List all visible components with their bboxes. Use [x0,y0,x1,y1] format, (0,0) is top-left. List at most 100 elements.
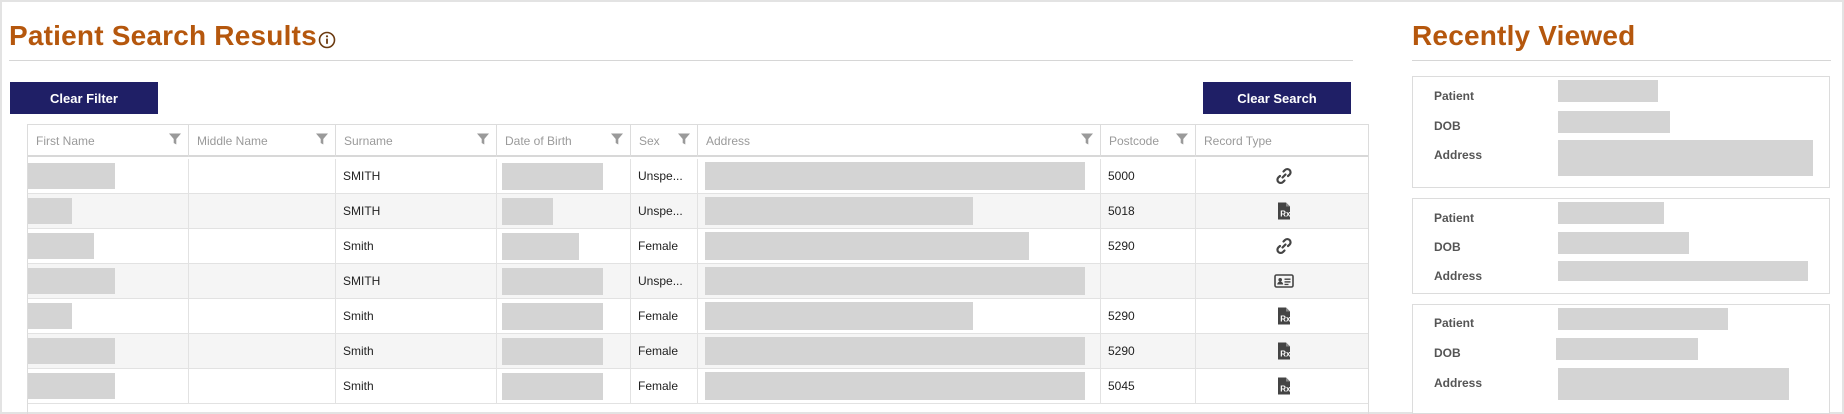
redacted-patient [1558,80,1658,102]
redacted-address [705,302,973,330]
cell-date-of-birth [497,299,631,333]
column-header-postcode[interactable]: Postcode [1101,125,1196,157]
surname-text: Smith [343,309,374,323]
redacted-first-name [28,198,72,224]
column-header-first-name[interactable]: First Name [28,125,189,157]
card-label-dob: DOB [1434,240,1461,254]
postcode-text: 5290 [1108,309,1135,323]
svg-text:Rx: Rx [1280,385,1291,394]
column-header-address[interactable]: Address [698,125,1101,157]
card-label-patient: Patient [1434,89,1475,103]
cell-address [698,369,1101,403]
card-label-dob: DOB [1434,346,1461,360]
title-divider [9,60,1353,61]
sex-text: Female [638,239,679,253]
recently-viewed-card[interactable]: Patient DOB Address [1412,304,1830,414]
redacted-first-name [28,338,115,364]
cell-first-name [28,264,189,298]
recently-viewed-card[interactable]: Patient DOB Address [1412,198,1830,294]
column-header-surname[interactable]: Surname [336,125,497,157]
column-header-record-type[interactable]: Record Type [1196,125,1368,157]
redacted-address [705,162,1085,190]
clear-filter-button[interactable]: Clear Filter [10,82,158,114]
redacted-date-of-birth [502,163,603,190]
table-row[interactable]: SMITH Unspe... 5000 [28,159,1368,194]
redacted-address [705,267,1085,295]
column-header-date-of-birth[interactable]: Date of Birth [497,125,631,157]
filter-icon[interactable] [1175,132,1189,146]
link-icon[interactable] [1274,236,1294,256]
table-row[interactable]: SMITH Unspe... 5018 Rx [28,194,1368,229]
cell-first-name [28,229,189,263]
sex-text: Unspe... [638,204,683,218]
filter-icon[interactable] [315,132,329,146]
redacted-date-of-birth [502,338,603,365]
id-card-icon[interactable] [1274,271,1294,291]
svg-text:Rx: Rx [1280,350,1291,359]
column-header-label: Address [706,134,751,148]
cell-first-name [28,334,189,368]
recently-viewed-card[interactable]: Patient DOB Address [1412,76,1830,188]
cell-record-type: Rx [1196,194,1368,228]
column-header-middle-name[interactable]: Middle Name [189,125,336,157]
filter-icon[interactable] [1080,132,1094,146]
cell-sex: Unspe... [631,159,698,193]
cell-address [698,194,1101,228]
redacted-patient [1558,308,1728,330]
prescription-icon[interactable]: Rx [1274,341,1294,361]
redacted-first-name [28,373,115,399]
table-row[interactable]: Smith Female 5045 Rx [28,369,1368,404]
filter-icon[interactable] [677,132,691,146]
card-label-address: Address [1434,376,1483,390]
redacted-address [1558,368,1789,400]
filter-icon[interactable] [610,132,624,146]
cell-address [698,264,1101,298]
redacted-address [705,197,973,225]
recently-viewed-divider [1412,60,1831,61]
cell-middle-name [189,369,336,403]
prescription-icon[interactable]: Rx [1274,201,1294,221]
filter-icon[interactable] [168,132,182,146]
postcode-text: 5045 [1108,379,1135,393]
cell-surname: Smith [336,369,497,403]
table-row[interactable]: Smith Female 5290 Rx [28,334,1368,369]
cell-address [698,334,1101,368]
cell-postcode: 5045 [1101,369,1196,403]
prescription-icon[interactable]: Rx [1274,376,1294,396]
filter-icon[interactable] [476,132,490,146]
cell-sex: Female [631,369,698,403]
cell-record-type [1196,264,1368,298]
link-icon[interactable] [1274,166,1294,186]
cell-date-of-birth [497,369,631,403]
surname-text: SMITH [343,204,381,218]
redacted-address [705,232,1029,260]
card-label-dob: DOB [1434,119,1461,133]
grid-header: First Name Middle Name Surname Date of Birt… [28,125,1368,157]
cell-date-of-birth [497,334,631,368]
cell-first-name [28,194,189,228]
prescription-icon[interactable]: Rx [1274,306,1294,326]
cell-record-type: Rx [1196,334,1368,368]
postcode-text: 5000 [1108,169,1135,183]
cell-sex: Female [631,299,698,333]
column-header-label: First Name [36,134,95,148]
table-row[interactable]: SMITH Unspe... [28,264,1368,299]
column-header-label: Postcode [1109,134,1160,148]
column-header-sex[interactable]: Sex [631,125,698,157]
info-icon[interactable] [318,31,336,49]
cell-record-type: Rx [1196,299,1368,333]
cell-record-type: Rx [1196,369,1368,403]
redacted-first-name [28,303,72,329]
table-row[interactable]: Smith Female 5290 Rx [28,299,1368,334]
table-row[interactable]: Smith Female 5290 [28,229,1368,264]
redacted-patient [1558,202,1664,224]
cell-sex: Female [631,229,698,263]
cell-address [698,299,1101,333]
card-label-patient: Patient [1434,316,1475,330]
card-label-address: Address [1434,269,1483,283]
cell-record-type [1196,159,1368,193]
cell-first-name [28,159,189,193]
cell-surname: SMITH [336,264,497,298]
clear-search-button[interactable]: Clear Search [1203,82,1351,114]
svg-text:Rx: Rx [1280,210,1291,219]
